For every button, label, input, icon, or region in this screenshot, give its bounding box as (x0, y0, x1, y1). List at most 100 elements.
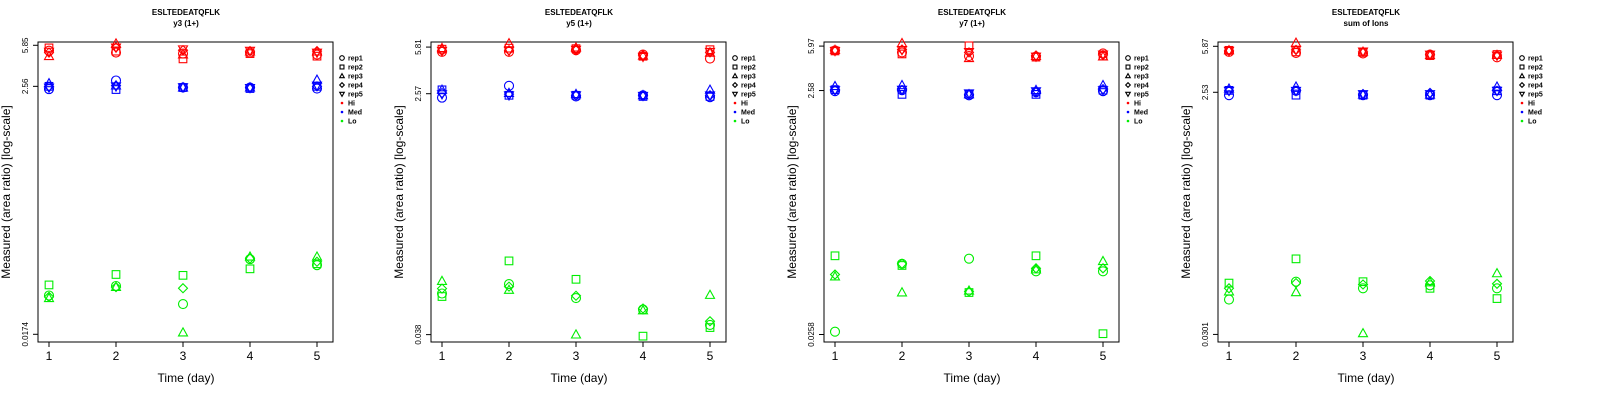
data-point-lo-rep4 (896, 258, 908, 270)
data-point-med-rep4 (503, 88, 515, 100)
data-point-hi-rep2 (178, 54, 188, 64)
data-point-hi-rep3 (963, 52, 975, 63)
legend-label: Hi (741, 101, 748, 108)
data-point-lo-rep1 (436, 288, 448, 299)
data-point-lo-rep3 (1290, 286, 1302, 297)
data-point-med-rep3 (110, 79, 122, 90)
legend-marker-rep4 (1518, 81, 1526, 89)
data-point-lo-rep3 (704, 289, 716, 299)
legend-label: rep5 (1528, 92, 1543, 99)
data-point-med-rep4 (43, 81, 55, 92)
legend: rep1 rep2 rep3 rep4 rep5 Hi Med Lo (1124, 55, 1149, 126)
data-point-med-rep5 (110, 82, 122, 93)
data-point-lo-rep2 (571, 274, 581, 284)
x-tick-label: 1 (46, 349, 53, 363)
data-point-med-rep5 (1097, 86, 1109, 96)
legend-label: rep4 (1134, 83, 1149, 90)
data-point-lo-rep2 (245, 264, 255, 274)
legend-marker-rep1 (1519, 55, 1525, 61)
data-point-hi-rep5 (244, 46, 256, 57)
data-point-med-rep3 (244, 81, 256, 92)
legend-marker-rep3 (1518, 72, 1526, 79)
x-axis-label: Time (day) (158, 371, 215, 385)
data-point-med-rep5 (570, 91, 582, 102)
legend-label: rep3 (741, 74, 756, 81)
data-point-lo-rep2 (1425, 283, 1435, 293)
data-point-med-rep5 (177, 83, 189, 93)
data-point-med-rep5 (637, 91, 649, 102)
data-point-lo-rep2 (705, 323, 715, 332)
data-point-lo-rep1 (704, 319, 716, 331)
data-point-lo-rep3 (1491, 267, 1503, 278)
chart-panel-y5: ESLTEDEATQFLK y5 (1+) 1 2 3 4 5 0.038 2.57 5.81 Ti… (393, 0, 793, 400)
data-point-med-rep2 (897, 89, 907, 99)
data-point-lo-rep1 (1223, 294, 1235, 305)
chart-subtitle: y7 (1+) (959, 19, 985, 28)
x-tick-label: 2 (1293, 349, 1300, 363)
data-point-med-rep5 (704, 91, 716, 102)
plot-area-frame (37, 41, 334, 343)
legend-marker-rep4 (1124, 81, 1132, 89)
x-tick-label: 4 (640, 349, 647, 363)
data-point-lo-rep4 (177, 282, 189, 294)
data-point-lo-rep1 (829, 326, 841, 337)
legend-marker-rep4 (338, 81, 346, 89)
data-point-hi-rep3 (177, 48, 189, 59)
data-point-hi-rep1 (963, 50, 975, 62)
x-tick-label: 1 (439, 349, 446, 363)
data-point-hi-rep1 (896, 47, 908, 58)
data-point-lo-rep4 (829, 269, 841, 280)
legend-label: rep1 (348, 56, 363, 63)
data-point-med-rep2 (111, 85, 121, 94)
data-point-lo-rep2 (111, 270, 121, 279)
data-point-lo-rep2 (1291, 254, 1301, 264)
legend-label: rep3 (348, 74, 363, 81)
x-tick-label: 1 (1226, 349, 1233, 363)
legend-label: rep5 (1134, 92, 1149, 99)
legend-label: Med (1528, 110, 1542, 117)
data-point-hi-rep3 (1223, 44, 1235, 55)
y-axis-label: Measured (area ratio) [log-scale] (0, 105, 13, 278)
data-point-med-rep5 (244, 83, 256, 94)
legend-marker-rep3 (338, 72, 346, 79)
data-point-hi-rep5 (570, 45, 582, 56)
data-point-lo-rep4 (1290, 277, 1302, 289)
data-point-med-rep1 (110, 75, 122, 86)
data-point-hi-rep5 (436, 46, 448, 57)
data-point-lo-rep1 (1491, 283, 1503, 294)
data-points (436, 37, 716, 341)
y-tick-label: 0.0301 (1201, 322, 1210, 347)
data-point-hi-rep5 (896, 46, 908, 56)
legend-marker-rep3 (1124, 72, 1132, 79)
data-point-med-rep5 (1424, 90, 1436, 100)
data-point-lo-rep4 (436, 283, 448, 294)
data-point-hi-rep4 (1030, 50, 1042, 61)
data-point-hi-rep5 (1424, 50, 1436, 61)
legend-marker-med (733, 110, 737, 114)
data-point-lo-rep2 (897, 261, 907, 270)
data-point-hi-rep3 (829, 44, 841, 54)
data-points (43, 37, 323, 337)
data-point-hi-rep5 (963, 47, 975, 58)
legend-marker-rep1 (339, 55, 345, 61)
legend-label: rep2 (741, 65, 756, 72)
data-points (829, 37, 1109, 339)
legend-label: Hi (348, 101, 355, 108)
data-point-med-rep3 (704, 83, 716, 94)
data-point-lo-rep1 (1357, 283, 1369, 294)
data-point-lo-rep4 (1097, 263, 1109, 274)
data-point-med-rep1 (1223, 90, 1235, 101)
data-point-lo-rep1 (570, 293, 582, 304)
data-point-lo-rep2 (504, 256, 514, 266)
data-point-hi-rep3 (570, 41, 582, 52)
data-point-med-rep5 (1491, 86, 1503, 97)
chart-title: ESLTEDEATQFLK (1332, 8, 1400, 17)
x-tick-label: 5 (707, 349, 714, 363)
data-point-med-rep3 (436, 83, 448, 94)
scatter-plot-y5: ESLTEDEATQFLK y5 (1+) 1 2 3 4 5 0.038 2.57 5.81 Ti… (393, 8, 756, 385)
y-tick-label: 0.038 (414, 324, 423, 345)
data-point-lo-rep2 (1031, 251, 1041, 261)
x-tick-label: 5 (314, 349, 321, 363)
plot-area-frame (430, 41, 727, 343)
